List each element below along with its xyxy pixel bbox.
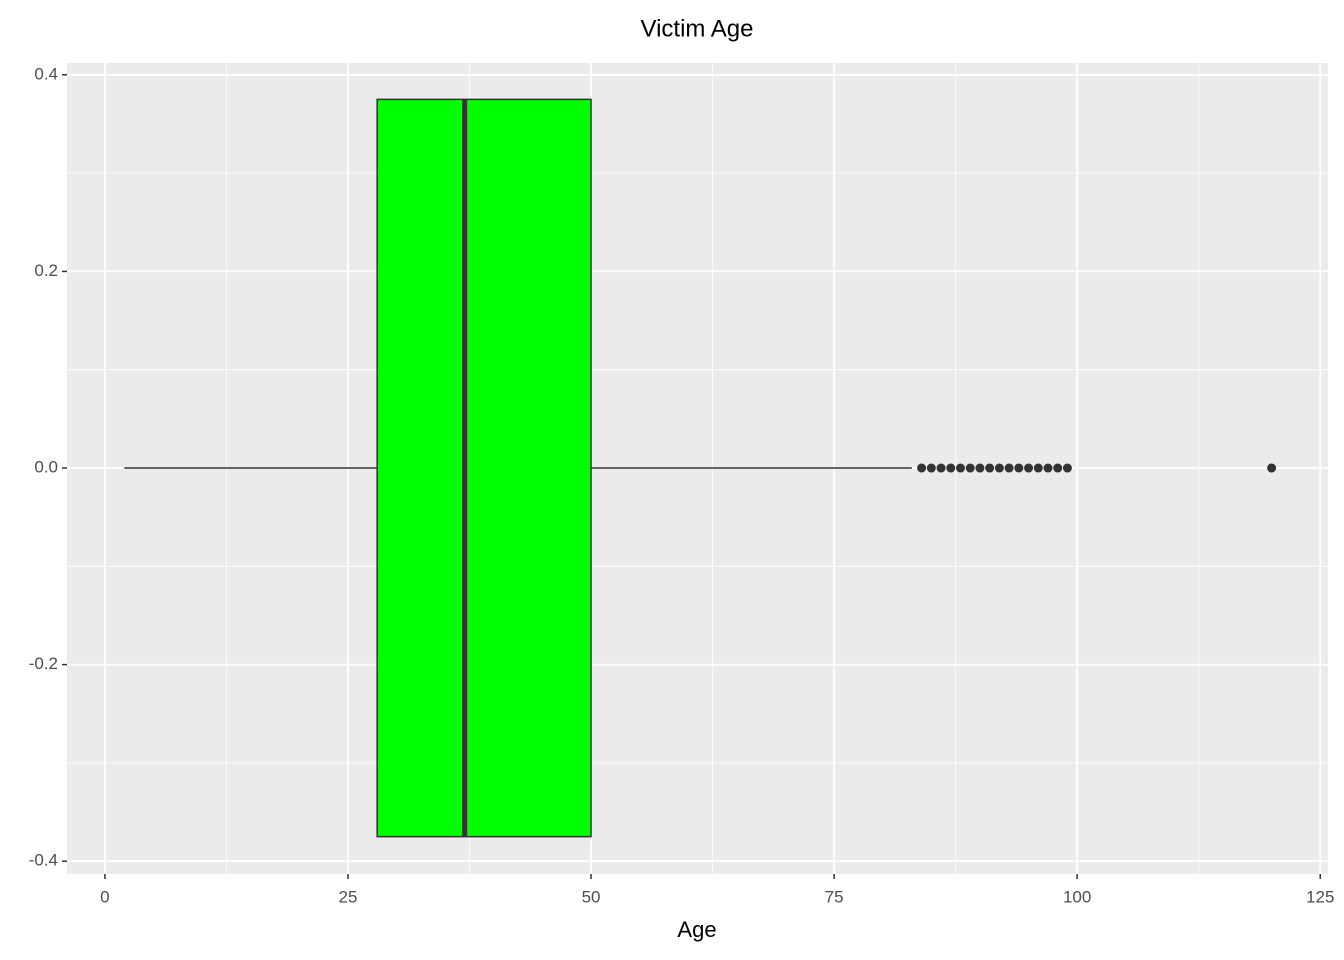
outlier [1024, 463, 1034, 473]
outlier [1043, 463, 1053, 473]
x-tick-label: 25 [339, 887, 358, 906]
outlier [1033, 463, 1043, 473]
outlier [926, 463, 936, 473]
chart-title: Victim Age [641, 15, 754, 42]
outlier [975, 463, 985, 473]
x-tick-label: 0 [100, 887, 109, 906]
outlier [965, 463, 975, 473]
y-tick-label: -0.2 [29, 654, 58, 673]
y-tick-label: 0.2 [34, 261, 58, 280]
outlier [917, 463, 927, 473]
y-tick-label: 0.4 [34, 64, 58, 83]
outlier [1004, 463, 1014, 473]
outlier [1267, 463, 1277, 473]
x-axis-title: Age [677, 917, 716, 942]
outlier [994, 463, 1004, 473]
outlier [946, 463, 956, 473]
outlier [936, 463, 946, 473]
box [376, 98, 592, 838]
outlier [1062, 463, 1072, 473]
x-tick-label: 125 [1306, 887, 1334, 906]
outlier [985, 463, 995, 473]
x-tick-label: 50 [582, 887, 601, 906]
y-tick-label: -0.4 [29, 851, 58, 870]
outlier [1053, 463, 1063, 473]
y-tick-label: 0.0 [34, 457, 58, 476]
x-tick-label: 100 [1063, 887, 1091, 906]
outlier [955, 463, 965, 473]
outlier [1014, 463, 1024, 473]
x-tick-label: 75 [825, 887, 844, 906]
